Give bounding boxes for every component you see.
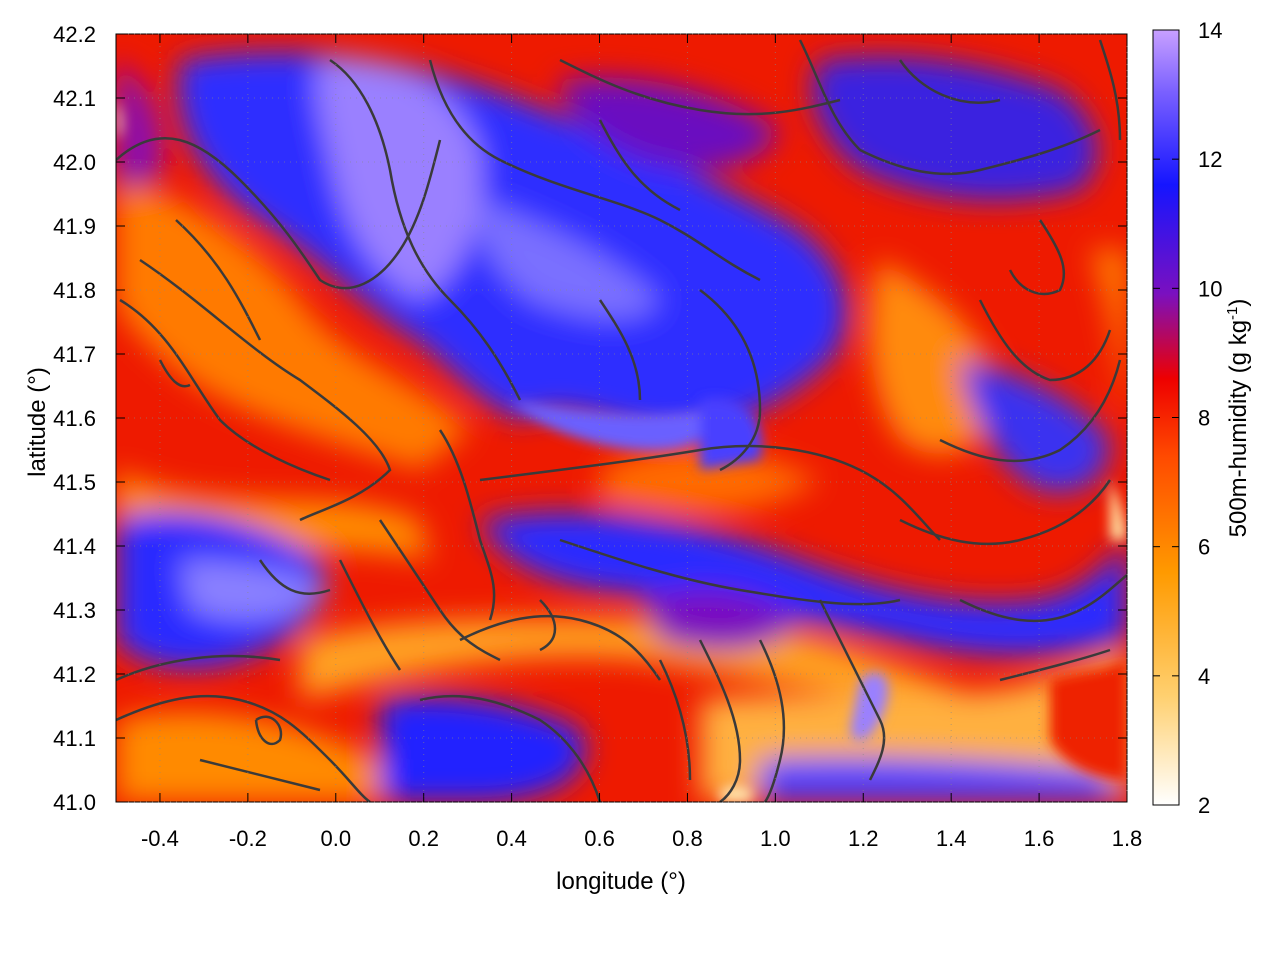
- colorbar-label-main: 500m-humidity (g kg: [1225, 320, 1252, 537]
- x-tick-label: 1.4: [936, 826, 967, 851]
- y-tick-label: 42.1: [53, 86, 96, 111]
- colorbar-label-sup: -1: [1224, 307, 1241, 320]
- colorbar-tick-label: 4: [1198, 664, 1210, 689]
- y-tick-label: 41.4: [53, 534, 96, 559]
- y-tick-label: 41.5: [53, 470, 96, 495]
- colorbar-tick-label: 2: [1198, 793, 1210, 818]
- colorbar-ticks: 2 4 6 8 10 12 14: [1153, 18, 1222, 818]
- y-tick-label: 41.0: [53, 790, 96, 815]
- y-tick-label: 41.9: [53, 214, 96, 239]
- x-tick-label: 0.2: [408, 826, 439, 851]
- y-tick-label: 42.2: [53, 22, 96, 47]
- x-axis-ticks: -0.4 -0.2 0.0 0.2 0.4 0.6 0.8 1.0 1.2 1.4 1.6 1.8: [141, 34, 1142, 851]
- y-tick-label: 41.3: [53, 598, 96, 623]
- y-tick-label: 41.2: [53, 662, 96, 687]
- x-tick-label: -0.4: [141, 826, 179, 851]
- colorbar-tick-label: 12: [1198, 147, 1222, 172]
- y-axis-label: latitude (°): [24, 367, 51, 477]
- x-tick-label: 0.0: [320, 826, 351, 851]
- x-tick-label: 1.8: [1112, 826, 1143, 851]
- x-tick-label: 1.0: [760, 826, 791, 851]
- colorbar-tick-label: 6: [1198, 535, 1210, 560]
- x-tick-label: 0.6: [584, 826, 615, 851]
- x-axis-label: longitude (°): [556, 868, 686, 895]
- y-tick-label: 41.7: [53, 342, 96, 367]
- humidity-field: [116, 34, 1127, 802]
- y-axis-ticks: 41.0 41.1 41.2 41.3 41.4 41.5 41.6 41.7 41.8 41.9…: [53, 22, 1127, 815]
- x-tick-label: -0.2: [229, 826, 267, 851]
- x-tick-label: 1.6: [1024, 826, 1055, 851]
- colorbar-label-close: ): [1225, 299, 1252, 307]
- y-tick-label: 41.6: [53, 406, 96, 431]
- x-tick-label: 1.2: [848, 826, 879, 851]
- x-tick-label: 0.8: [672, 826, 703, 851]
- y-tick-label: 41.1: [53, 726, 96, 751]
- colorbar-tick-label: 8: [1198, 406, 1210, 431]
- x-tick-label: 0.4: [496, 826, 527, 851]
- elevation-contours: [116, 39, 1127, 802]
- colorbar-label: 500m-humidity (g kg-1): [1224, 299, 1252, 538]
- y-tick-label: 41.8: [53, 278, 96, 303]
- y-tick-label: 42.0: [53, 150, 96, 175]
- colorbar-tick-label: 14: [1198, 18, 1222, 43]
- colorbar-tick-label: 10: [1198, 276, 1222, 301]
